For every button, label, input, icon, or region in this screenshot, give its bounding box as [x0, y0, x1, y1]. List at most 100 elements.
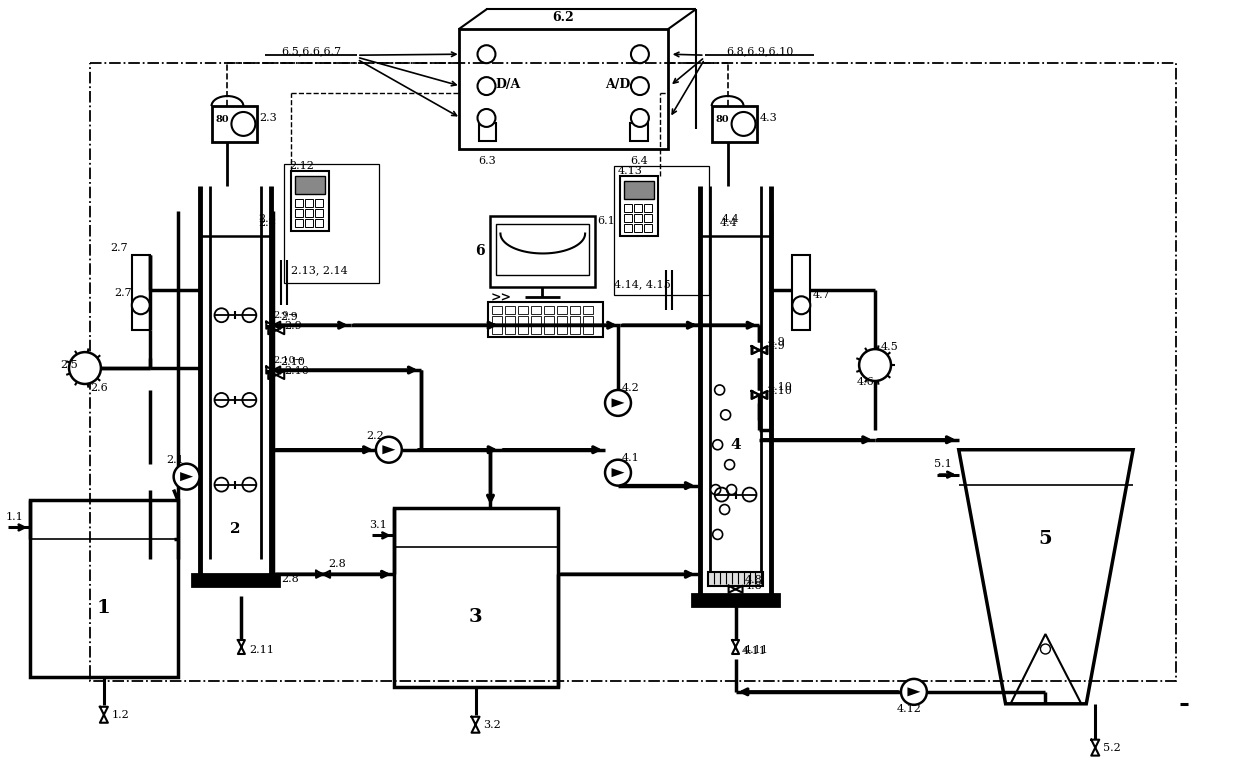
Bar	[131, 255, 150, 330]
Bar	[492, 316, 503, 324]
Bar	[624, 224, 632, 231]
Bar	[793, 255, 810, 330]
Bar	[707, 572, 763, 586]
Text: 2.7: 2.7	[114, 288, 131, 299]
Circle shape	[477, 109, 496, 127]
Bar	[624, 204, 632, 211]
Bar	[212, 106, 258, 142]
Text: 1.2: 1.2	[112, 709, 130, 720]
Circle shape	[631, 109, 649, 127]
Text: 3: 3	[468, 608, 482, 626]
Bar	[620, 176, 658, 236]
Text: 3.2: 3.2	[483, 720, 502, 730]
Bar	[192, 575, 279, 586]
Circle shape	[477, 45, 496, 63]
Bar	[284, 164, 379, 283]
Bar	[315, 208, 323, 217]
Bar	[629, 123, 648, 141]
Text: 2.13, 2.14: 2.13, 2.14	[291, 265, 348, 275]
Bar	[295, 176, 325, 194]
Bar	[544, 326, 554, 334]
Text: 2.8: 2.8	[281, 575, 299, 584]
Bar	[491, 215, 595, 287]
Bar	[644, 224, 652, 231]
Text: 6.3: 6.3	[478, 156, 497, 166]
Bar	[305, 218, 313, 227]
Bar	[506, 306, 515, 315]
Bar	[570, 316, 580, 324]
Text: 2.11: 2.11	[249, 645, 274, 655]
Bar	[291, 171, 330, 230]
Bar	[532, 326, 541, 334]
Bar	[584, 326, 593, 334]
Text: 4.6: 4.6	[857, 377, 875, 387]
Bar	[518, 316, 528, 324]
Polygon shape	[612, 468, 624, 478]
Circle shape	[375, 437, 401, 462]
Bar	[488, 302, 603, 337]
Bar	[315, 199, 323, 207]
Circle shape	[631, 77, 649, 95]
Text: 2.6: 2.6	[90, 383, 108, 393]
Bar	[295, 218, 304, 227]
Bar	[518, 306, 528, 315]
Bar	[624, 180, 654, 199]
Text: 2.12: 2.12	[289, 161, 315, 171]
Bar	[532, 316, 541, 324]
Text: 2.1: 2.1	[167, 455, 185, 465]
Text: 2.9: 2.9	[280, 312, 299, 322]
Text: 4.8: 4.8	[745, 575, 762, 585]
Text: 4.9: 4.9	[767, 337, 786, 347]
Bar	[544, 306, 554, 315]
Text: 80: 80	[716, 115, 730, 124]
Text: 2.3: 2.3	[259, 113, 278, 123]
Text: 4.1: 4.1	[622, 453, 639, 462]
Text: 5: 5	[1038, 531, 1052, 548]
Bar	[478, 123, 497, 141]
Text: 6.8,6.9,6.10: 6.8,6.9,6.10	[726, 46, 793, 56]
Circle shape	[731, 112, 756, 136]
Bar	[570, 326, 580, 334]
Text: D/A: D/A	[496, 77, 522, 91]
Bar	[624, 214, 632, 221]
Text: 6.4: 6.4	[629, 156, 648, 166]
Polygon shape	[907, 688, 921, 697]
Text: 80: 80	[216, 115, 229, 124]
Bar	[570, 306, 580, 315]
Circle shape	[232, 112, 255, 136]
Bar	[634, 204, 642, 211]
Circle shape	[711, 484, 721, 494]
Bar	[644, 204, 652, 211]
Bar	[506, 316, 515, 324]
Bar	[295, 199, 304, 207]
Circle shape	[712, 440, 722, 449]
Bar	[30, 500, 177, 677]
Text: 2.7: 2.7	[110, 243, 128, 253]
Text: 2.10: 2.10	[284, 366, 309, 376]
Text: 2.9→: 2.9→	[274, 311, 297, 320]
Bar	[518, 326, 528, 334]
Text: 4.5: 4.5	[881, 342, 898, 352]
Bar	[584, 306, 593, 315]
Circle shape	[720, 505, 730, 515]
Text: 3.1: 3.1	[369, 521, 387, 531]
Circle shape	[477, 77, 496, 95]
Circle shape	[726, 484, 736, 494]
Bar	[584, 316, 593, 324]
Text: 2.4: 2.4	[258, 218, 276, 227]
Circle shape	[793, 296, 810, 315]
Polygon shape	[180, 472, 193, 481]
Circle shape	[69, 352, 100, 384]
Circle shape	[631, 45, 649, 63]
Circle shape	[901, 679, 927, 705]
Text: 5.2: 5.2	[1103, 743, 1121, 753]
Bar	[315, 218, 323, 227]
Bar	[634, 214, 642, 221]
Polygon shape	[383, 445, 395, 454]
Bar	[615, 166, 709, 296]
Bar	[295, 208, 304, 217]
Text: 6: 6	[476, 245, 486, 258]
Bar	[394, 508, 559, 687]
Bar	[305, 208, 313, 217]
Circle shape	[173, 464, 199, 490]
